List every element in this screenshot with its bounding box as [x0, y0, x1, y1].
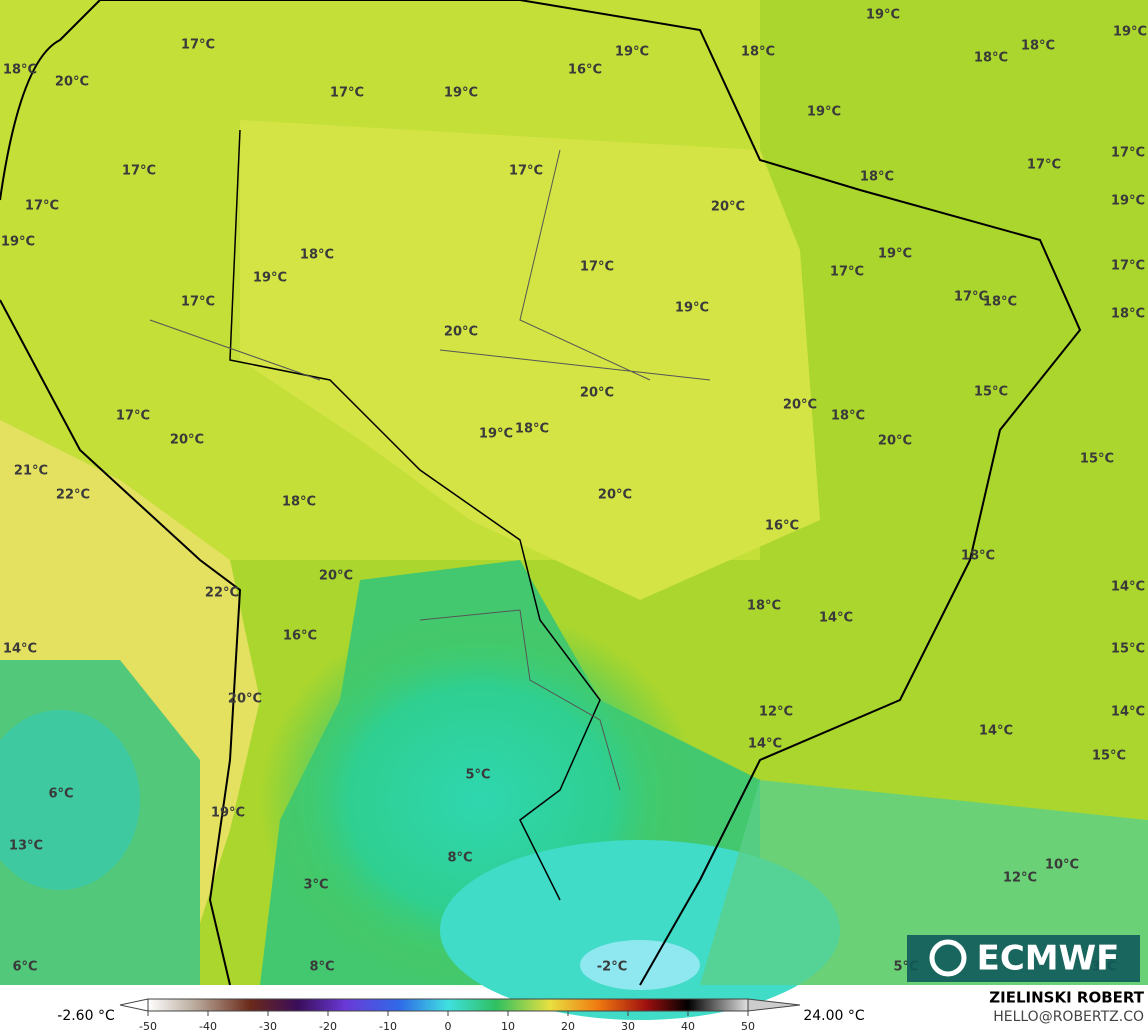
temperature-label: 14°C — [1111, 705, 1145, 720]
temperature-label: 20°C — [170, 433, 204, 448]
temperature-label: 22°C — [205, 586, 239, 601]
temperature-label: 18°C — [961, 549, 995, 564]
contact: HELLO@ROBERTZ.CO — [993, 1009, 1144, 1025]
temperature-label: 16°C — [283, 629, 317, 644]
temperature-label: 19°C — [675, 301, 709, 316]
temperature-label: 18°C — [300, 248, 334, 263]
temperature-label: 18°C — [741, 45, 775, 60]
temperature-label: 15°C — [1111, 642, 1145, 657]
temperature-label: 20°C — [55, 75, 89, 90]
temperature-label: 20°C — [319, 569, 353, 584]
colorbar-tick-label: -40 — [199, 1020, 217, 1033]
temperature-label: 17°C — [580, 260, 614, 275]
temperature-label: 19°C — [253, 271, 287, 286]
temperature-label: 20°C — [580, 386, 614, 401]
temperature-label: 12°C — [759, 705, 793, 720]
temperature-label: 17°C — [509, 164, 543, 179]
temperature-label: 3°C — [303, 878, 328, 893]
temperature-label: 19°C — [1111, 194, 1145, 209]
temperature-label: 19°C — [1113, 25, 1147, 40]
temperature-label: 14°C — [819, 611, 853, 626]
temperature-label: 17°C — [830, 265, 864, 280]
colorbar-min: -2.60 °C — [57, 1008, 115, 1024]
temperature-label: 19°C — [866, 8, 900, 23]
temperature-label: 8°C — [309, 960, 334, 975]
temperature-label: 13°C — [9, 839, 43, 854]
colorbar-tick-label: 10 — [501, 1020, 515, 1033]
temperature-label: 18°C — [1021, 39, 1055, 54]
colorbar-max: 24.00 °C — [803, 1008, 865, 1024]
temperature-label: 17°C — [1111, 146, 1145, 161]
temperature-label: 10°C — [1045, 858, 1079, 873]
temperature-label: 8°C — [447, 851, 472, 866]
temperature-label: 19°C — [444, 86, 478, 101]
colorbar-tick-label: 0 — [445, 1020, 452, 1033]
temperature-label: 19°C — [615, 45, 649, 60]
temperature-label: 19°C — [479, 427, 513, 442]
logo-text: ECMWF — [977, 939, 1120, 979]
temperature-label: 17°C — [330, 86, 364, 101]
temperature-label: 14°C — [979, 724, 1013, 739]
temperature-label: 18°C — [747, 599, 781, 614]
temperature-label: 17°C — [181, 38, 215, 53]
colorbar-tick-label: 40 — [681, 1020, 695, 1033]
temperature-label: 18°C — [1111, 307, 1145, 322]
temperature-label: 20°C — [711, 200, 745, 215]
temperature-label: 20°C — [228, 692, 262, 707]
temperature-label: 17°C — [25, 199, 59, 214]
temperature-label: 14°C — [3, 642, 37, 657]
temperature-label: 18°C — [515, 422, 549, 437]
temperature-label: 17°C — [116, 409, 150, 424]
temperature-label: 17°C — [954, 290, 988, 305]
temperature-label: 12°C — [1003, 871, 1037, 886]
temperature-label: 22°C — [56, 488, 90, 503]
temperature-label: 16°C — [568, 63, 602, 78]
temperature-label: 18°C — [282, 495, 316, 510]
temperature-label: 14°C — [1111, 580, 1145, 595]
temperature-label: 19°C — [1, 235, 35, 250]
temperature-label: 16°C — [765, 519, 799, 534]
colorbar-tick-label: 30 — [621, 1020, 635, 1033]
colorbar-tick-label: -50 — [139, 1020, 157, 1033]
temperature-label: 20°C — [783, 398, 817, 413]
temperature-labels: 19°C17°C 18°C19°C16°C18°C18°C19°C18°C20°C… — [1, 8, 1147, 975]
temperature-label: 15°C — [974, 385, 1008, 400]
colorbar-tick-label: -10 — [379, 1020, 397, 1033]
temperature-label: 17°C — [1111, 259, 1145, 274]
colorbar-tick-label: -20 — [319, 1020, 337, 1033]
temperature-label: 17°C — [122, 164, 156, 179]
temperature-label: -2°C — [597, 960, 627, 975]
temperature-label: 18°C — [860, 170, 894, 185]
colorbar-tick-label: -30 — [259, 1020, 277, 1033]
author: ZIELINSKI ROBERT — [989, 989, 1144, 1007]
temperature-label: 17°C — [1027, 158, 1061, 173]
temperature-label: 15°C — [1080, 452, 1114, 467]
temperature-label: 19°C — [878, 247, 912, 262]
temperature-label: 15°C — [1092, 749, 1126, 764]
temperature-label: 5°C — [465, 768, 490, 783]
colorbar-scale — [147, 998, 749, 1012]
temperature-label: 19°C — [211, 806, 245, 821]
colorbar-tick-label: 50 — [741, 1020, 755, 1033]
temperature-label: 21°C — [14, 464, 48, 479]
temperature-label: 18°C — [3, 63, 37, 78]
temperature-label: 18°C — [974, 51, 1008, 66]
temperature-label: 18°C — [831, 409, 865, 424]
temperature-label: 20°C — [878, 434, 912, 449]
colorbar: -2.60 °C 24.00 °C -50 -40 -30 -20 -10 0 10 20 30… — [57, 998, 865, 1033]
colorbar-tick-label: 20 — [561, 1020, 575, 1033]
temperature-label: 18°C — [983, 295, 1017, 310]
temperature-label: 20°C — [598, 488, 632, 503]
temperature-label: 6°C — [48, 787, 73, 802]
temperature-label: 17°C — [181, 295, 215, 310]
logo: ECMWF — [907, 935, 1140, 982]
temperature-label: 14°C — [748, 737, 782, 752]
temperature-label: 6°C — [12, 960, 37, 975]
temperature-label: 19°C — [807, 105, 841, 120]
temperature-label: 20°C — [444, 325, 478, 340]
